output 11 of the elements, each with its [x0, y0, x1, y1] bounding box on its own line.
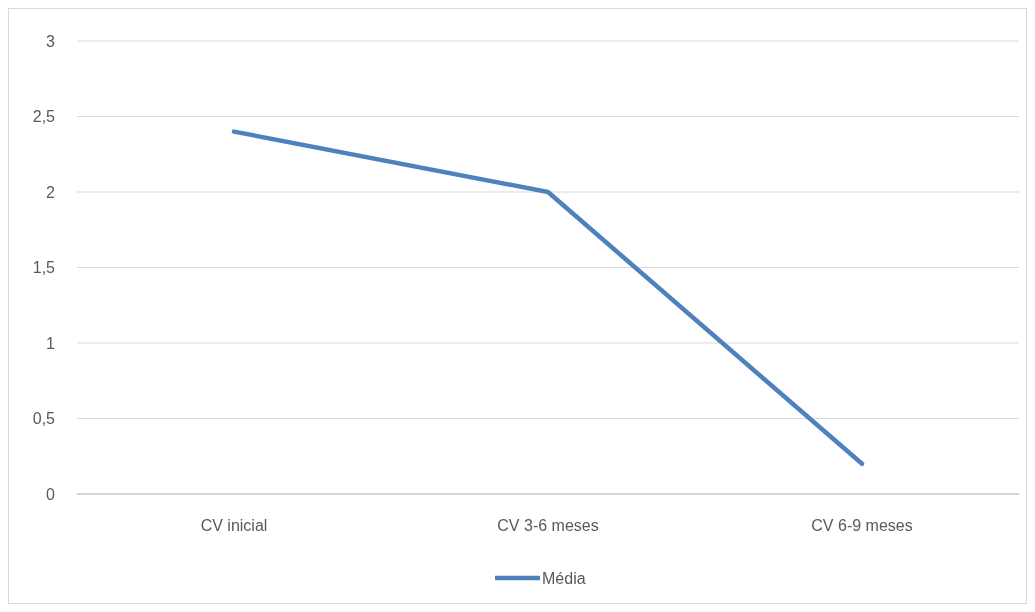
x-tick-label: CV 3-6 meses [497, 517, 599, 534]
y-tick-label: 2 [46, 183, 56, 201]
y-tick-label: 1 [46, 334, 56, 352]
legend-label: Média [542, 569, 586, 587]
x-tick-label: CV inicial [200, 517, 268, 534]
y-tick-label: 3 [46, 32, 56, 50]
y-tick-label: 1,5 [32, 259, 56, 277]
x-tick-label: CV 6-9 meses [811, 517, 913, 534]
y-tick-label: 0 [46, 485, 56, 503]
y-tick-label: 0,5 [32, 410, 56, 428]
y-tick-label: 2,5 [32, 108, 56, 126]
